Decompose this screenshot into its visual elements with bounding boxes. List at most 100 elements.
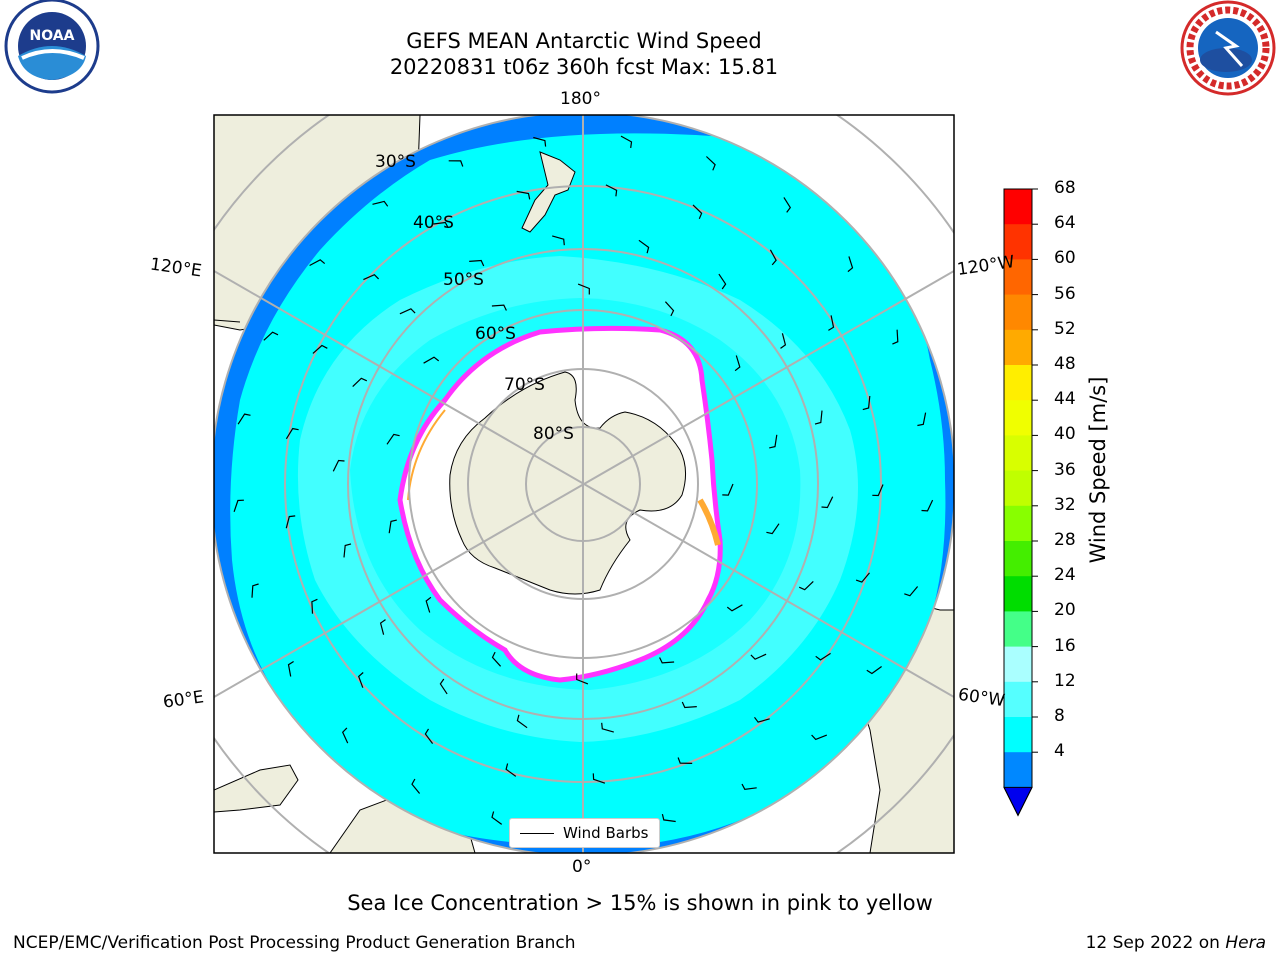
colorbar-tick-label: 36 xyxy=(1054,459,1076,480)
wind-barb xyxy=(343,543,352,558)
wind-barb xyxy=(505,763,517,777)
wind-barb xyxy=(659,657,675,664)
colorbar-tick-label: 60 xyxy=(1054,248,1076,269)
wind-barb xyxy=(601,722,614,733)
land-new-zealand xyxy=(521,151,576,233)
colorbar-tick-label: 4 xyxy=(1054,741,1065,762)
wind-barb xyxy=(892,329,899,345)
lat-label-50s: 50°S xyxy=(443,270,484,290)
lat-label-60s: 60°S xyxy=(475,324,516,344)
footer-date: 12 Sep 2022 on xyxy=(1085,933,1226,953)
colorbar-tick-label: 24 xyxy=(1054,565,1076,586)
wind-barb xyxy=(516,190,531,200)
lat-label-80s: 80°S xyxy=(533,424,574,444)
wind-barb xyxy=(783,197,792,213)
wind-barb xyxy=(285,427,299,440)
wind-barb xyxy=(769,249,777,266)
wind-barb xyxy=(705,156,716,171)
map-legend: Wind Barbs xyxy=(509,818,660,848)
land-madagascar xyxy=(214,764,299,813)
wind-barb xyxy=(352,377,368,388)
colorbar-tick-label: 12 xyxy=(1054,670,1076,691)
wind-barb xyxy=(312,344,328,354)
wind-barb xyxy=(904,586,919,597)
wind-barb xyxy=(311,598,318,614)
wind-barb xyxy=(921,499,934,512)
wind-barb xyxy=(263,331,279,341)
wind-barb xyxy=(379,619,386,635)
wind-barb xyxy=(620,135,633,148)
wind-barb xyxy=(815,652,831,661)
wind-barb xyxy=(577,283,590,295)
colorbar-segment xyxy=(1004,365,1032,401)
wind-barb xyxy=(388,519,397,534)
colorbar-tick-label: 32 xyxy=(1054,494,1076,515)
wind-barb xyxy=(862,395,871,411)
wind-barb xyxy=(754,716,770,723)
wind-barb xyxy=(605,184,618,197)
wind-barb xyxy=(386,433,400,445)
colorbar-segment xyxy=(1004,470,1032,507)
wind-barb xyxy=(372,200,389,207)
nws-logo xyxy=(1178,0,1278,100)
colorbar-tick-label: 64 xyxy=(1054,213,1076,234)
legend-label: Wind Barbs xyxy=(563,824,649,842)
footer-system: Hera xyxy=(1225,933,1266,953)
wind-barb xyxy=(847,256,854,273)
colorbar-label: Wind Speed [m/s] xyxy=(1086,376,1110,564)
wind-barb xyxy=(332,459,345,472)
colorbar-extend-arrow xyxy=(1003,786,1033,817)
wind-barb xyxy=(491,811,503,825)
wind-barb xyxy=(309,259,326,267)
wind-barb xyxy=(576,673,589,685)
colorbar-tick-label: 48 xyxy=(1054,354,1076,374)
colorbar-segment xyxy=(1004,541,1032,577)
wind-barb xyxy=(681,701,697,709)
wind-barb xyxy=(664,301,675,317)
wind-barb xyxy=(552,235,565,246)
colorbar-segment xyxy=(1004,505,1032,542)
colorbar-tick-label: 52 xyxy=(1054,318,1076,339)
colorbar-segment xyxy=(1004,294,1032,331)
wind-barb xyxy=(741,783,757,790)
lat-label-30s: 30°S xyxy=(375,152,416,172)
caption: Sea Ice Concentration > 15% is shown in … xyxy=(347,891,933,915)
colorbar-segment xyxy=(1004,189,1032,225)
colorbar-segment xyxy=(1004,435,1032,472)
wind-barb xyxy=(425,596,432,613)
footer-left: NCEP/EMC/Verification Post Processing Pr… xyxy=(13,933,576,953)
colorbar-segment xyxy=(1004,611,1032,648)
colorbar-segment xyxy=(1004,576,1032,612)
wind-barb xyxy=(917,412,927,427)
wind-barb xyxy=(638,239,650,254)
colorbar-segment xyxy=(1004,259,1032,296)
wind-barb xyxy=(780,333,787,349)
wind-barb xyxy=(661,813,676,823)
colorbar-segment xyxy=(1004,224,1032,260)
colorbar-outline xyxy=(1003,188,1033,817)
wind-barb xyxy=(718,273,727,290)
wind-barb xyxy=(750,653,767,660)
wind-barb xyxy=(798,580,814,591)
wind-barb xyxy=(287,660,294,677)
wind-barb xyxy=(722,483,734,496)
wind-barb xyxy=(439,678,448,695)
wind-barb xyxy=(491,651,502,667)
colorbar-tick-label: 16 xyxy=(1054,635,1076,656)
colorbar-segment xyxy=(1004,717,1032,753)
land-antarctica xyxy=(449,371,686,595)
lat-label-70s: 70°S xyxy=(504,375,545,395)
map-frame xyxy=(213,114,955,854)
wind-barb xyxy=(399,308,416,315)
colorbar-tick-label: 44 xyxy=(1054,389,1076,410)
colorbar-segment xyxy=(1004,752,1032,788)
colorbar-tick-label: 56 xyxy=(1054,283,1076,304)
colorbar-tick-label: 20 xyxy=(1054,600,1076,621)
wind-barb xyxy=(769,434,778,449)
footer-right: 12 Sep 2022 on Hera xyxy=(1086,933,1266,953)
wind-barb xyxy=(516,714,528,729)
wind-barb xyxy=(866,666,882,675)
noaa-logo-text: NOAA xyxy=(30,28,75,44)
title-line-2: 20220831 t06z 360h fcst Max: 15.81 xyxy=(389,55,779,79)
